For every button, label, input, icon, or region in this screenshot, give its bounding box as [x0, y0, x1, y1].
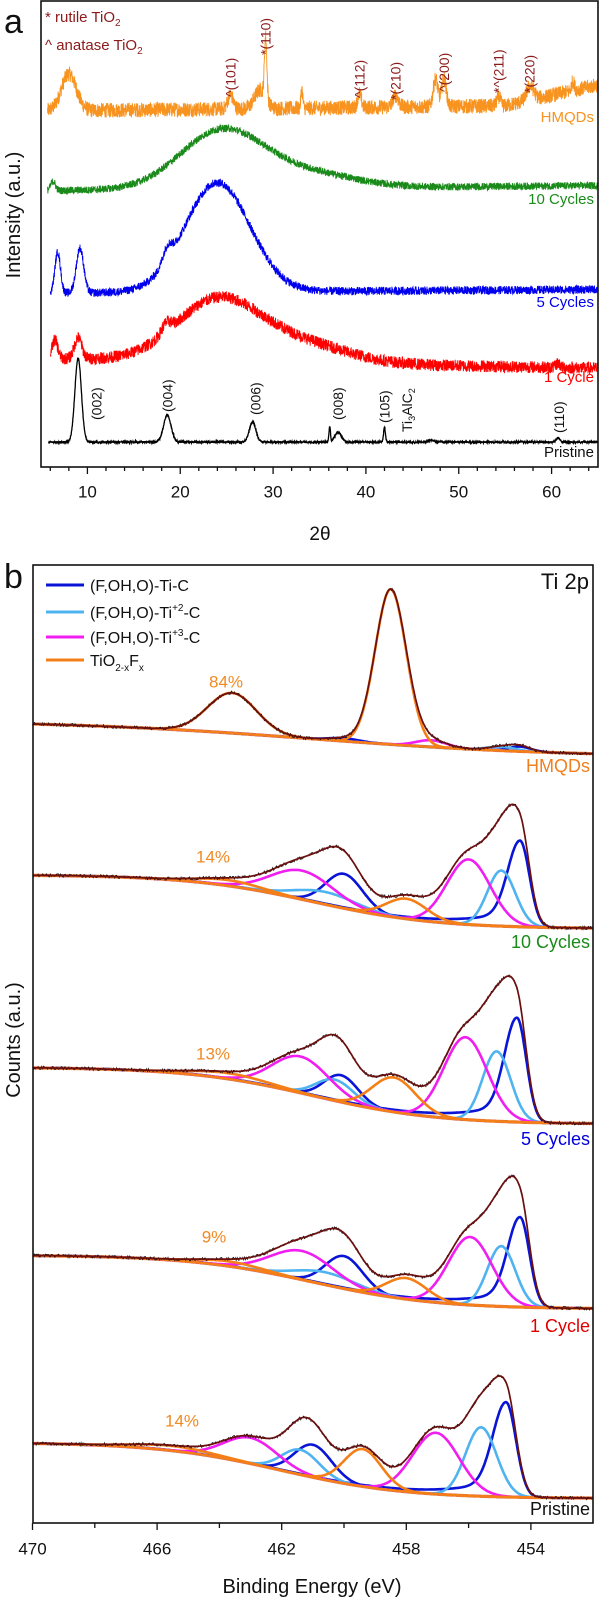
- component-ti2-c: [32, 1442, 594, 1500]
- legend-label-ti2-c: (F,OH,O)-Ti+2-C: [90, 603, 200, 622]
- xps-legend: (F,OH,O)-Ti-C (F,OH,O)-Ti+2-C (F,OH,O)-T…: [46, 578, 200, 674]
- peak-label: *(110): [258, 18, 274, 55]
- series-label-1-cycle: 1 Cycle: [530, 1316, 590, 1336]
- xrd-x-axis: 10 20 30 40 50 60: [49, 467, 590, 501]
- xps-spectrum-pristine: [32, 1374, 594, 1501]
- panel-a-label: a: [4, 3, 23, 41]
- component-ti-c: [32, 1442, 594, 1500]
- fit-envelope: [32, 588, 594, 755]
- series-label-pristine: Pristine: [530, 1499, 590, 1519]
- x-tick-label: 60: [542, 482, 561, 501]
- xps-plot-frame: [32, 564, 594, 1524]
- series-label-pristine: Pristine: [544, 444, 594, 461]
- component-ti3-c: [32, 1035, 594, 1125]
- peak-label: ^(112): [351, 60, 367, 98]
- xps-x-axis: 470 466 462 458 454: [18, 1523, 545, 1558]
- fit-envelope: [32, 1175, 594, 1310]
- xrd-plot-frame: [40, 0, 599, 468]
- peak-label: (008): [330, 387, 346, 420]
- x-tick-label: 466: [143, 1539, 171, 1558]
- x-tick-label: 50: [449, 482, 468, 501]
- xrd-y-axis-label: Intensity (a.u.): [3, 152, 25, 279]
- xps-x-axis-label: Binding Energy (eV): [223, 1576, 402, 1598]
- x-tick-label: 470: [18, 1539, 46, 1558]
- x-tick-label: 454: [517, 1539, 545, 1558]
- peak-label: (105): [376, 390, 392, 423]
- series-label-5-cycles: 5 Cycles: [536, 294, 594, 311]
- xrd-series-pristine: [48, 357, 599, 446]
- legend-label-ti3-c: (F,OH,O)-Ti+3-C: [90, 628, 200, 647]
- raw-data-line: [32, 974, 594, 1126]
- xrd-peak-labels: ^(101) *(110) ^(112) *(210) ^(200) *^(211) *(2…: [89, 18, 567, 433]
- legend-label-ti-c: (F,OH,O)-Ti-C: [90, 578, 189, 595]
- tio2-fraction-label: 14%: [165, 1411, 199, 1430]
- series-label-hmqds: HMQDs: [526, 756, 590, 776]
- xps-spectrum-10-cycles: [32, 803, 594, 931]
- background-line: [32, 1444, 594, 1500]
- panel-b-label: b: [4, 558, 23, 596]
- xrd-curves: [47, 30, 599, 446]
- tio2-fraction-label: 13%: [196, 1044, 230, 1063]
- background-line: [32, 1443, 594, 1499]
- component-ti3-c: [32, 1431, 594, 1500]
- component-tio2: [32, 1254, 594, 1310]
- xps-spectrum-5-cycles: [32, 974, 594, 1126]
- component-tio2: [32, 1442, 594, 1500]
- peak-label: (002): [89, 387, 105, 420]
- peak-label: *(220): [521, 55, 537, 93]
- fit-envelope: [32, 1375, 594, 1499]
- series-label-10-cycles: 10 Cycles: [511, 932, 590, 952]
- fit-envelope: [32, 975, 594, 1125]
- phase-legend: * rutile TiO2 ^ anatase TiO2: [45, 9, 143, 57]
- x-tick-label: 462: [268, 1539, 296, 1558]
- fit-envelope: [32, 803, 594, 929]
- x-tick-label: 40: [356, 482, 375, 501]
- component-tio2: [32, 1442, 594, 1500]
- xrd-series-1-cycle: [50, 291, 599, 375]
- xps-title: Ti 2p: [541, 569, 589, 594]
- x-tick-label: 30: [264, 482, 283, 501]
- xrd-panel: a 10 20 30 40 50 60 2θ Intensity (a.u.) * rut…: [3, 0, 599, 545]
- x-tick-label: 20: [171, 482, 190, 501]
- component-ti2-c: [32, 869, 594, 930]
- peak-label: *^(211): [491, 49, 507, 93]
- background-line: [32, 1441, 594, 1498]
- x-tick-label: 10: [78, 482, 97, 501]
- component-ti2-c: [32, 1425, 594, 1500]
- xps-panel: b 470 466 462 458 454 Binding Energy (eV) Co…: [3, 558, 594, 1598]
- xps-curves: [32, 587, 594, 1501]
- xrd-series-hmqds: [47, 30, 599, 118]
- peak-label: ^(200): [436, 53, 452, 92]
- xps-spectrum-hmqds: [32, 587, 594, 756]
- peak-label: (110): [551, 401, 567, 433]
- legend-label-tio2: TiO2-xFx: [90, 653, 144, 674]
- tio2-fraction-label: 14%: [196, 847, 230, 866]
- legend-anatase: ^ anatase TiO2: [45, 37, 143, 57]
- peak-label: ^(101): [222, 58, 238, 97]
- xps-spectrum-1-cycle: [32, 1174, 594, 1311]
- series-label-1-cycle: 1 Cycle: [544, 369, 594, 386]
- peak-label: (006): [247, 382, 263, 415]
- component-tio2: [32, 874, 594, 930]
- x-tick-label: 458: [392, 1539, 420, 1558]
- phase-label-ti3alc2: Ti3AlC2: [399, 388, 417, 432]
- peak-label: (004): [159, 379, 175, 412]
- series-label-10-cycles: 10 Cycles: [528, 191, 594, 208]
- xps-series-labels: 84% HMQDs 14% 10 Cycles 13% 5 Cycles 9% 1 Cycle…: [165, 672, 590, 1518]
- xrd-series-10-cycles: [47, 123, 599, 196]
- xps-y-axis-label: Counts (a.u.): [3, 982, 25, 1098]
- xrd-series-5-cycles: [49, 178, 599, 298]
- peak-label: *(210): [388, 62, 404, 100]
- xrd-x-axis-label: 2θ: [309, 524, 330, 545]
- xrd-series-labels: HMQDs 10 Cycles 5 Cycles 1 Cycle Pristine: [528, 109, 594, 461]
- tio2-fraction-label: 9%: [202, 1227, 227, 1246]
- legend-rutile: * rutile TiO2: [45, 9, 121, 29]
- tio2-fraction-label: 84%: [209, 672, 243, 691]
- series-label-5-cycles: 5 Cycles: [521, 1129, 590, 1149]
- series-label-hmqds: HMQDs: [541, 109, 594, 126]
